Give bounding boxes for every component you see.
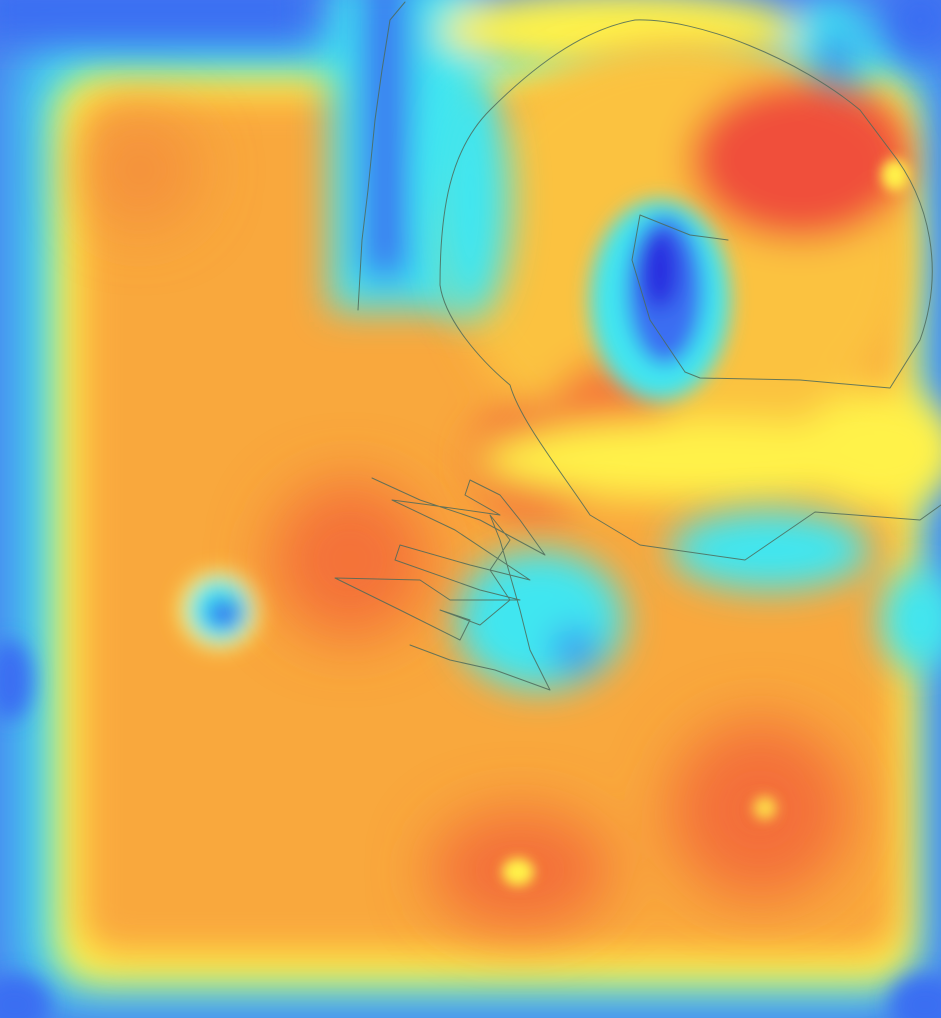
head-warm-region [450, 40, 941, 515]
scribble-cool-area [455, 550, 625, 690]
right-cool-patches [430, 80, 941, 670]
bottom-corners [0, 640, 941, 1018]
sketch-strokes [334, 1, 941, 691]
left-vertical-stroke [357, 1, 406, 311]
eye-cyan [590, 200, 730, 400]
top-cool-region [330, 0, 941, 310]
head-outline [439, 19, 941, 561]
scribble [334, 477, 551, 691]
left-spot [178, 570, 262, 650]
eye-stroke [631, 214, 729, 373]
top-left-corner [0, 0, 310, 40]
